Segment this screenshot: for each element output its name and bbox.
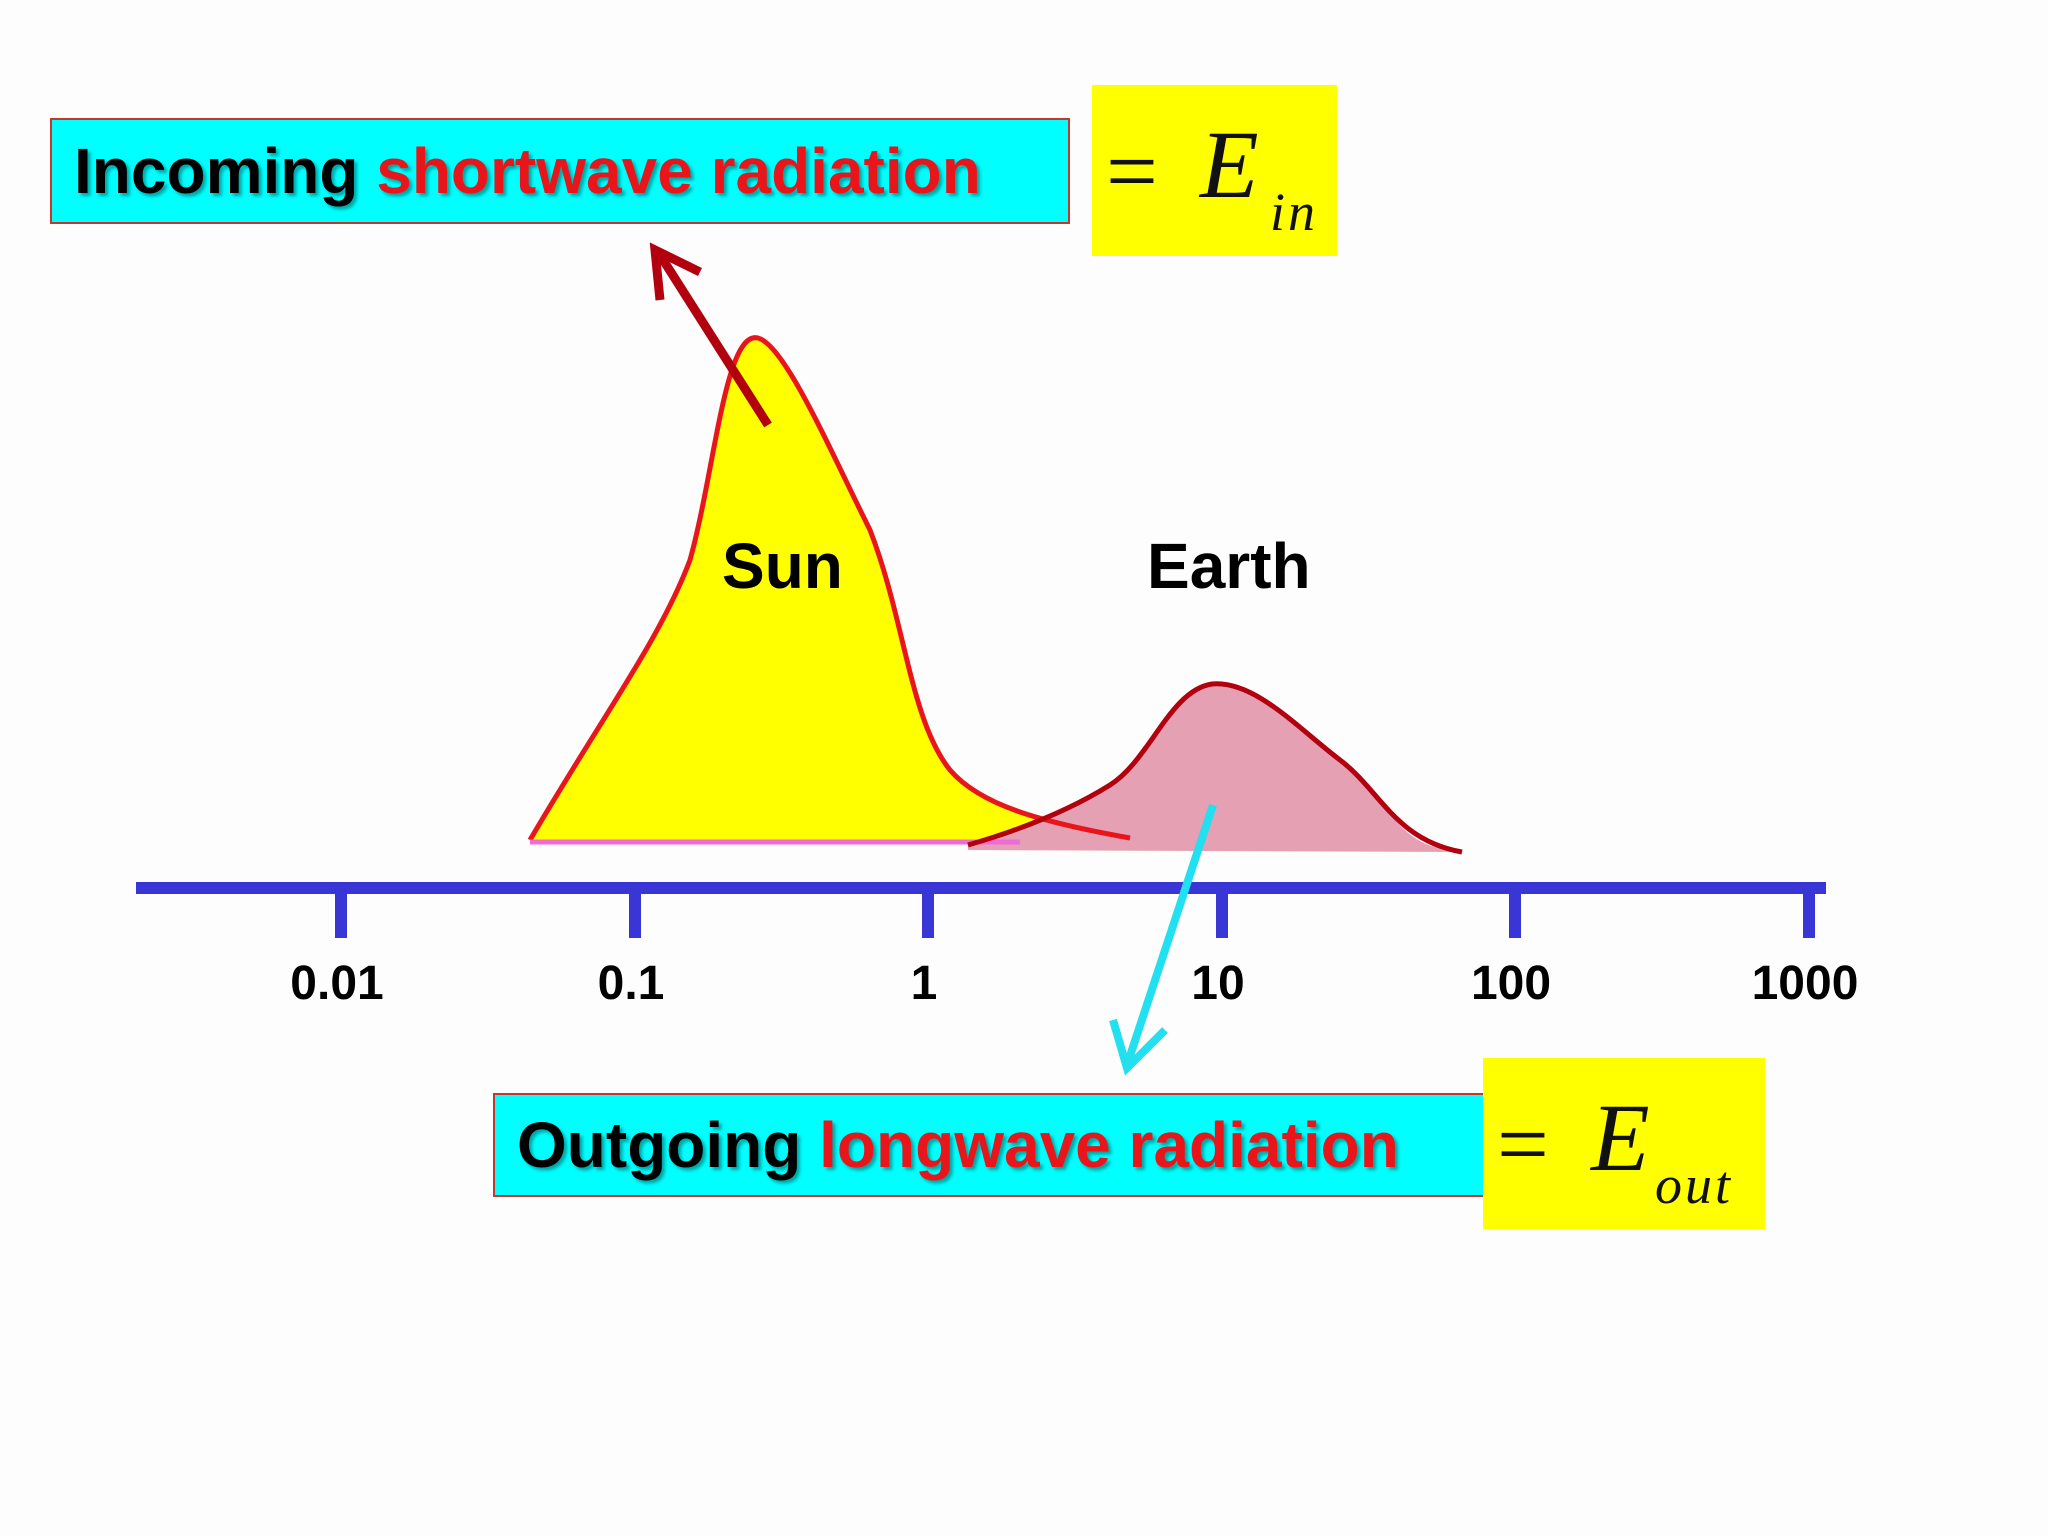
axis-tick-label: 1	[910, 957, 938, 1010]
incoming-shortwave-label: Incoming shortwave radiation	[50, 118, 1070, 224]
sun-spectrum-curve	[530, 337, 1130, 840]
incoming-arrow	[649, 242, 772, 428]
equals-sign: =	[1497, 1093, 1549, 1195]
sun-spectrum-outline	[527, 335, 1131, 842]
subscript-in: in	[1270, 182, 1319, 242]
energy-symbol: E	[1591, 1084, 1650, 1191]
energy-symbol: E	[1200, 111, 1259, 218]
axis-tick-label: 0.1	[597, 957, 665, 1010]
outgoing-arrow	[1109, 803, 1217, 1076]
axis-tick-label: 10	[1191, 957, 1245, 1010]
outgoing-longwave-label: Outgoing longwave radiation	[493, 1093, 1485, 1197]
earth-label: Earth	[1147, 530, 1311, 602]
earth-spectrum-curve	[968, 683, 1465, 852]
equation-e-out: = E out	[1483, 1058, 1765, 1229]
outgoing-prefix: Outgoing	[517, 1109, 820, 1181]
earth-spectrum-outline	[967, 681, 1463, 855]
equals-sign: =	[1106, 120, 1158, 222]
axis-ticks	[335, 888, 1815, 938]
incoming-highlight: shortwave radiation	[376, 135, 981, 207]
outgoing-highlight: longwave radiation	[819, 1109, 1399, 1181]
axis-tick-label: 0.01	[290, 957, 384, 1010]
sun-label: Sun	[722, 530, 843, 602]
axis-tick-label: 100	[1470, 957, 1552, 1010]
incoming-prefix: Incoming	[74, 135, 377, 207]
subscript-out: out	[1655, 1155, 1734, 1215]
axis-tick-label: 1000	[1751, 957, 1859, 1010]
equation-e-in: = E in	[1092, 85, 1337, 256]
